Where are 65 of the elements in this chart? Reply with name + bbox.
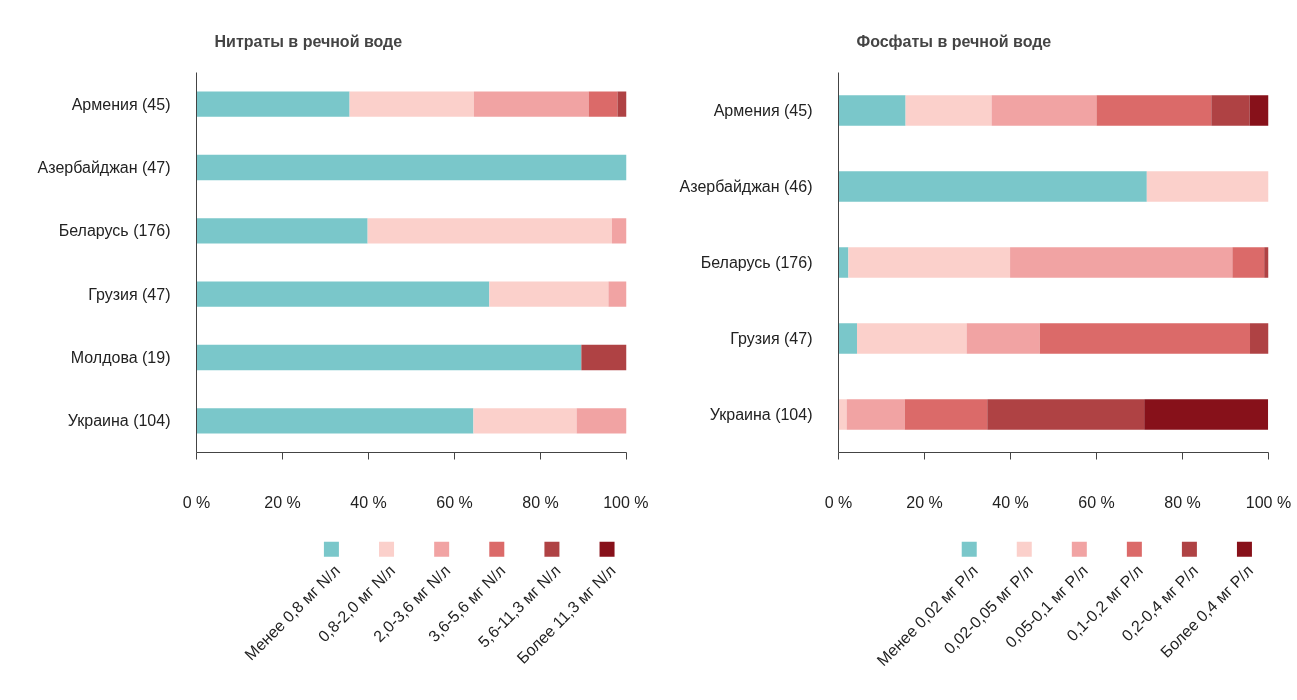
bar [1250, 323, 1269, 354]
bar [196, 218, 368, 244]
bar [576, 408, 627, 434]
y-tick-label: Грузия (47) [88, 285, 171, 303]
bar [991, 95, 1097, 126]
bar [846, 399, 905, 430]
bar [856, 323, 967, 354]
x-tick-label: 0 % [824, 493, 853, 511]
bar [838, 247, 849, 278]
y-tick-label: Беларусь (176) [58, 222, 171, 240]
y-tick-label: Молдова (19) [70, 349, 171, 366]
bar [608, 281, 627, 307]
chart-title: Фосфаты в речной воде [856, 33, 1052, 50]
bar [581, 344, 627, 371]
x-tick-label: 80 % [522, 493, 559, 511]
bar [617, 91, 627, 117]
x-tick-label: 60 % [436, 493, 473, 511]
y-tick-label: Армения (45) [71, 95, 171, 113]
x-tick-label: 0 % [182, 493, 211, 511]
bar [1039, 323, 1251, 354]
x-tick-label: 100 % [1245, 493, 1292, 511]
y-tick-label: Украина (104) [709, 406, 813, 423]
bar [838, 323, 857, 354]
bar [196, 408, 474, 434]
x-tick-label: 20 % [906, 493, 943, 511]
bar [196, 91, 350, 117]
bar [1264, 247, 1269, 278]
bar [966, 323, 1040, 354]
bar [473, 91, 589, 117]
bar [838, 399, 847, 430]
bar [905, 95, 992, 126]
bar [473, 408, 577, 434]
bar [1211, 95, 1250, 126]
bar [611, 218, 627, 244]
x-tick-label: 20 % [264, 493, 301, 511]
x-tick-label: 100 % [603, 493, 649, 511]
bar [904, 399, 988, 430]
y-tick-label: Грузия (47) [730, 330, 813, 347]
y-tick-label: Армения (45) [713, 102, 813, 119]
bar [838, 171, 1147, 202]
y-tick-label: Азербайджан (47) [37, 159, 171, 176]
bar [196, 344, 582, 371]
chart-title: Нитраты в речной воде [214, 33, 403, 50]
bar [367, 218, 612, 244]
bar [1010, 247, 1233, 278]
bar [1249, 95, 1269, 126]
x-tick-label: 40 % [350, 493, 387, 511]
bar [1096, 95, 1212, 126]
x-tick-label: 60 % [1078, 493, 1115, 511]
x-tick-label: 80 % [1164, 493, 1201, 511]
bar [1232, 247, 1265, 278]
y-tick-label: Беларусь (176) [700, 254, 813, 271]
bar [196, 154, 627, 181]
y-tick-label: Украина (104) [67, 412, 171, 430]
bar [1146, 171, 1269, 202]
bar [848, 247, 1011, 278]
bar [349, 91, 474, 117]
y-tick-label: Азербайджан (46) [679, 178, 813, 195]
bar [987, 399, 1145, 430]
bar [489, 281, 609, 307]
x-tick-label: 40 % [992, 493, 1029, 511]
bar [1144, 399, 1269, 430]
bar [588, 91, 618, 117]
bar [838, 95, 906, 126]
bar [196, 281, 490, 307]
